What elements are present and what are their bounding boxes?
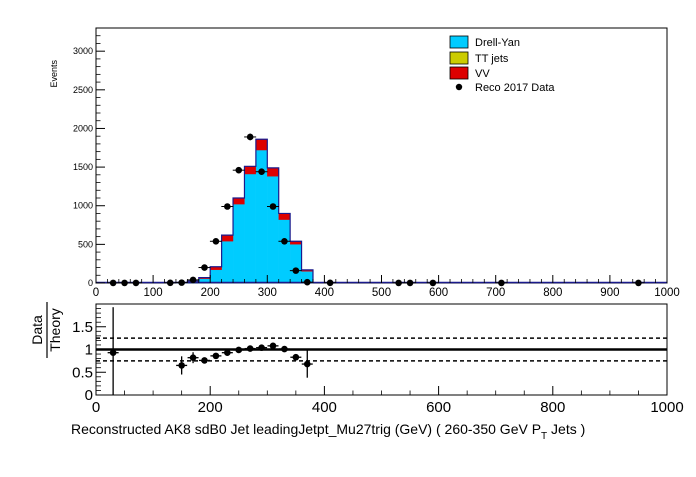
legend: Drell-Yan TT jets VV Reco 2017 Data — [449, 35, 555, 94]
ratio-y-axis-label: Data Theory — [29, 302, 63, 358]
ratio-point-210 — [212, 352, 220, 360]
y-axis-label: Events — [49, 60, 59, 88]
ratio-point-230 — [224, 349, 231, 356]
ratio-x-tick-label-1000: 1000 — [650, 399, 683, 416]
data-point-550 — [406, 279, 414, 287]
legend-label-data: Reco 2017 Data — [475, 82, 555, 94]
bar-drell-yan-320 — [278, 219, 291, 284]
data-point-50 — [121, 279, 128, 287]
bar-drell-yan-240 — [232, 204, 245, 284]
x-tick-label-900: 900 — [600, 287, 619, 299]
legend-marker-data — [455, 83, 463, 91]
bar-drell-yan-220 — [221, 241, 234, 284]
bar-drell-yan-200 — [210, 269, 222, 284]
ratio-x-tick-label-200: 200 — [198, 399, 223, 416]
legend-swatch-vv — [449, 66, 469, 80]
y-tick-label-500: 500 — [78, 239, 93, 249]
x-axis-label-subscript: T — [541, 431, 547, 442]
data-point-530 — [395, 279, 402, 287]
ratio-point-350 — [292, 353, 300, 361]
x-tick-label-300: 300 — [258, 287, 277, 299]
main-plot: 0 100 200 300 400 500 600 700 800 900 1000 0 500 1000… — [73, 27, 680, 299]
data-point-210 — [212, 237, 220, 245]
data-point-130 — [166, 279, 174, 287]
data-point-30 — [109, 279, 117, 287]
ratio-point-270 — [246, 345, 254, 352]
x-tick-label-100: 100 — [144, 287, 163, 299]
bar-drell-yan-300 — [267, 176, 279, 284]
data-point-350 — [292, 267, 300, 274]
ratio-ylabel-numerator: Data — [29, 315, 45, 345]
data-point-170 — [189, 276, 197, 284]
ratio-point-310 — [269, 342, 277, 350]
y-tick-label-1500: 1500 — [73, 162, 93, 172]
data-point-370 — [303, 278, 311, 286]
bar-vv-240 — [232, 197, 245, 205]
y-tick-label-2500: 2500 — [73, 85, 93, 95]
x-tick-label-200: 200 — [201, 287, 220, 299]
ratio-x-tick-label-400: 400 — [312, 399, 337, 416]
y-tick-label-3000: 3000 — [73, 46, 93, 56]
x-tick-label-0: 0 — [93, 287, 99, 299]
data-point-950 — [635, 279, 642, 287]
legend-swatch-drell-yan — [449, 35, 469, 49]
x-tick-label-800: 800 — [543, 287, 562, 299]
x-axis-label: Reconstructed AK8 sdB0 Jet leadingJetpt_… — [71, 421, 585, 442]
x-tick-label-500: 500 — [372, 287, 391, 299]
plot-frame — [95, 27, 668, 284]
data-point-290 — [258, 168, 265, 176]
bar-drell-yan-340 — [289, 244, 302, 284]
ratio-x-tick-label-600: 600 — [426, 399, 451, 416]
legend-label-vv: VV — [475, 68, 490, 80]
data-point-70 — [132, 279, 140, 287]
x-tick-label-1000: 1000 — [654, 287, 680, 299]
x-tick-label-400: 400 — [315, 287, 334, 299]
ratio-point-290 — [258, 344, 265, 351]
data-point-230 — [224, 203, 231, 210]
x-axis-label-tail: Jets ) — [547, 421, 585, 437]
ratio-y-tick-label-0.5: 0.5 — [72, 364, 93, 381]
bar-vv-300 — [267, 167, 279, 177]
legend-swatch-tt-jets — [449, 51, 469, 65]
bar-vv-280 — [255, 139, 268, 151]
ratio-point-30 — [109, 349, 117, 356]
ratio-plot: 0 200 400 600 800 1000 0 0.5 1 1.5 — [72, 303, 684, 416]
legend-label-tt-jets: TT jets — [475, 53, 509, 65]
data-point-250 — [235, 166, 243, 174]
bar-drell-yan-260 — [244, 173, 257, 284]
ratio-point-150 — [178, 362, 185, 369]
x-tick-label-700: 700 — [486, 287, 505, 299]
ratio-point-250 — [235, 346, 243, 354]
y-tick-label-2000: 2000 — [73, 123, 93, 133]
data-point-270 — [246, 133, 254, 141]
ratio-y-tick-label-0: 0 — [85, 387, 93, 404]
data-point-710 — [498, 279, 505, 287]
y-tick-label-1000: 1000 — [73, 201, 93, 211]
data-point-590 — [429, 279, 437, 287]
legend-label-drell-yan: Drell-Yan — [475, 37, 520, 49]
x-axis-label-main: Reconstructed AK8 sdB0 Jet leadingJetpt_… — [71, 421, 541, 437]
data-point-310 — [269, 203, 277, 210]
ratio-point-330 — [281, 345, 288, 353]
ratio-point-170 — [189, 354, 197, 361]
ratio-x-tick-label-0: 0 — [92, 399, 100, 416]
bar-vv-260 — [244, 166, 257, 175]
ratio-y-tick-label-1: 1 — [85, 342, 93, 359]
data-point-330 — [281, 237, 288, 245]
bar-vv-220 — [221, 234, 234, 242]
ratio-point-370 — [303, 360, 311, 368]
data-point-150 — [178, 279, 185, 286]
data-point-410 — [326, 279, 334, 287]
ratio-ylabel-denominator: Theory — [47, 308, 63, 352]
ratio-point-190 — [201, 357, 208, 364]
ratio-x-tick-label-800: 800 — [540, 399, 565, 416]
y-tick-label-0: 0 — [88, 278, 93, 288]
data-point-190 — [201, 264, 208, 271]
bar-vv-320 — [278, 213, 291, 220]
x-tick-label-600: 600 — [429, 287, 448, 299]
ratio-y-tick-label-1.5: 1.5 — [72, 319, 93, 336]
